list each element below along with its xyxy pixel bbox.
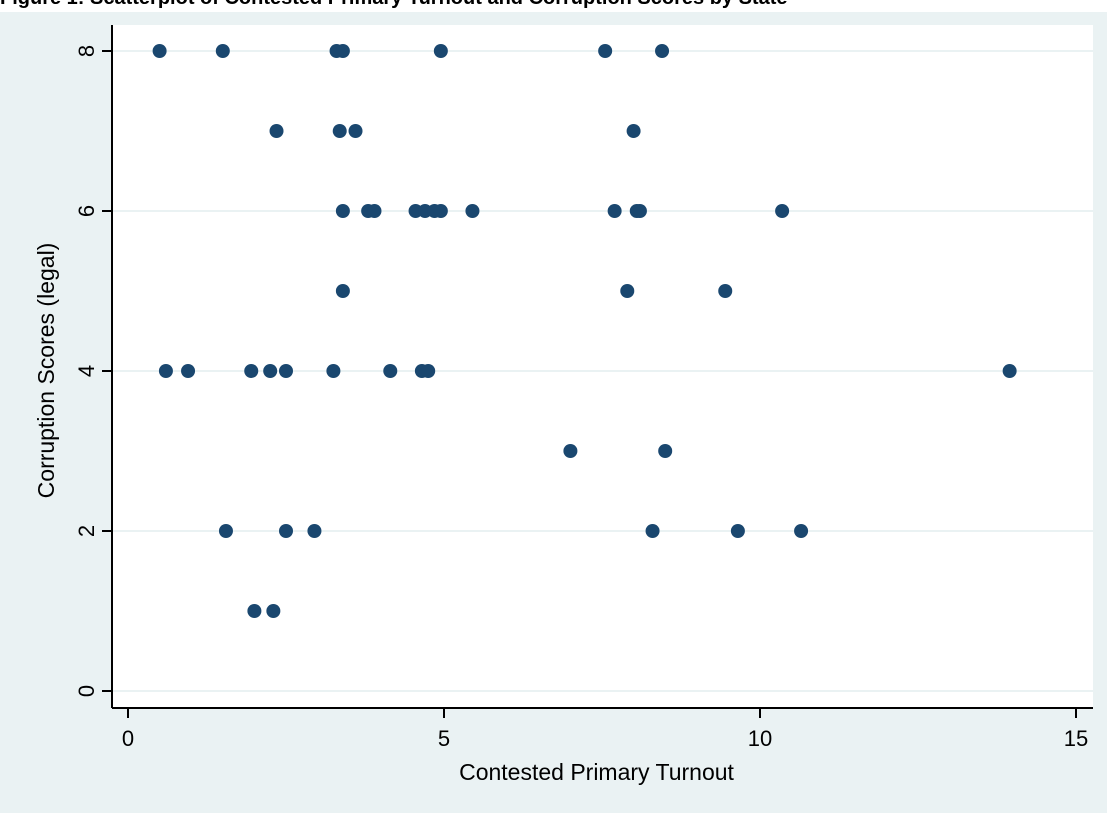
data-point <box>626 124 641 138</box>
y-tick-label: 2 <box>74 525 99 537</box>
data-point <box>181 364 196 378</box>
data-point <box>433 44 448 58</box>
data-points <box>152 44 1017 618</box>
data-point <box>152 44 167 58</box>
data-point <box>307 524 322 538</box>
data-point <box>620 284 635 298</box>
data-point <box>563 444 578 458</box>
plot-area <box>112 25 1093 708</box>
data-point <box>1002 364 1017 378</box>
data-point <box>433 204 448 218</box>
y-tick-label: 8 <box>74 45 99 57</box>
data-point <box>326 364 341 378</box>
data-point <box>598 44 613 58</box>
data-point <box>421 364 436 378</box>
y-tick-label: 0 <box>74 685 99 697</box>
data-point <box>730 524 745 538</box>
x-tick-label: 10 <box>748 726 772 751</box>
y-tick-label: 4 <box>74 365 99 377</box>
ticks: 0 5 10 15 0 2 4 6 8 <box>74 45 1088 751</box>
axes <box>111 25 1093 709</box>
data-point <box>263 364 278 378</box>
x-tick-label: 15 <box>1064 726 1088 751</box>
data-point <box>655 44 670 58</box>
data-point <box>335 44 350 58</box>
data-point <box>332 124 347 138</box>
x-tick-label: 5 <box>438 726 450 751</box>
data-point <box>279 364 293 378</box>
data-point <box>383 364 398 378</box>
x-tick-label: 0 <box>122 726 134 751</box>
data-point <box>632 204 647 218</box>
data-point <box>658 444 673 458</box>
data-point <box>335 204 350 218</box>
data-point <box>465 204 480 218</box>
data-point <box>247 604 262 618</box>
x-axis-label: Contested Primary Turnout <box>459 759 734 785</box>
data-point <box>775 204 790 218</box>
data-point <box>607 204 622 218</box>
y-axis-label: Corruption Scores (legal) <box>33 243 59 499</box>
data-point <box>718 284 733 298</box>
y-tick-label: 6 <box>74 205 99 217</box>
data-point <box>266 604 281 618</box>
data-point <box>269 124 284 138</box>
data-point <box>794 524 809 538</box>
data-point <box>367 204 382 218</box>
data-point <box>279 524 293 538</box>
data-point <box>218 524 233 538</box>
data-point <box>244 364 259 378</box>
figure-caption-text: Figure 1: Scatterplot of Contested Prima… <box>0 0 788 10</box>
data-point <box>645 524 660 538</box>
data-point <box>215 44 230 58</box>
data-point <box>335 284 350 298</box>
data-point <box>158 364 173 378</box>
figure-caption: Figure 1: Scatterplot of Contested Prima… <box>0 0 1107 12</box>
data-point <box>348 124 363 138</box>
